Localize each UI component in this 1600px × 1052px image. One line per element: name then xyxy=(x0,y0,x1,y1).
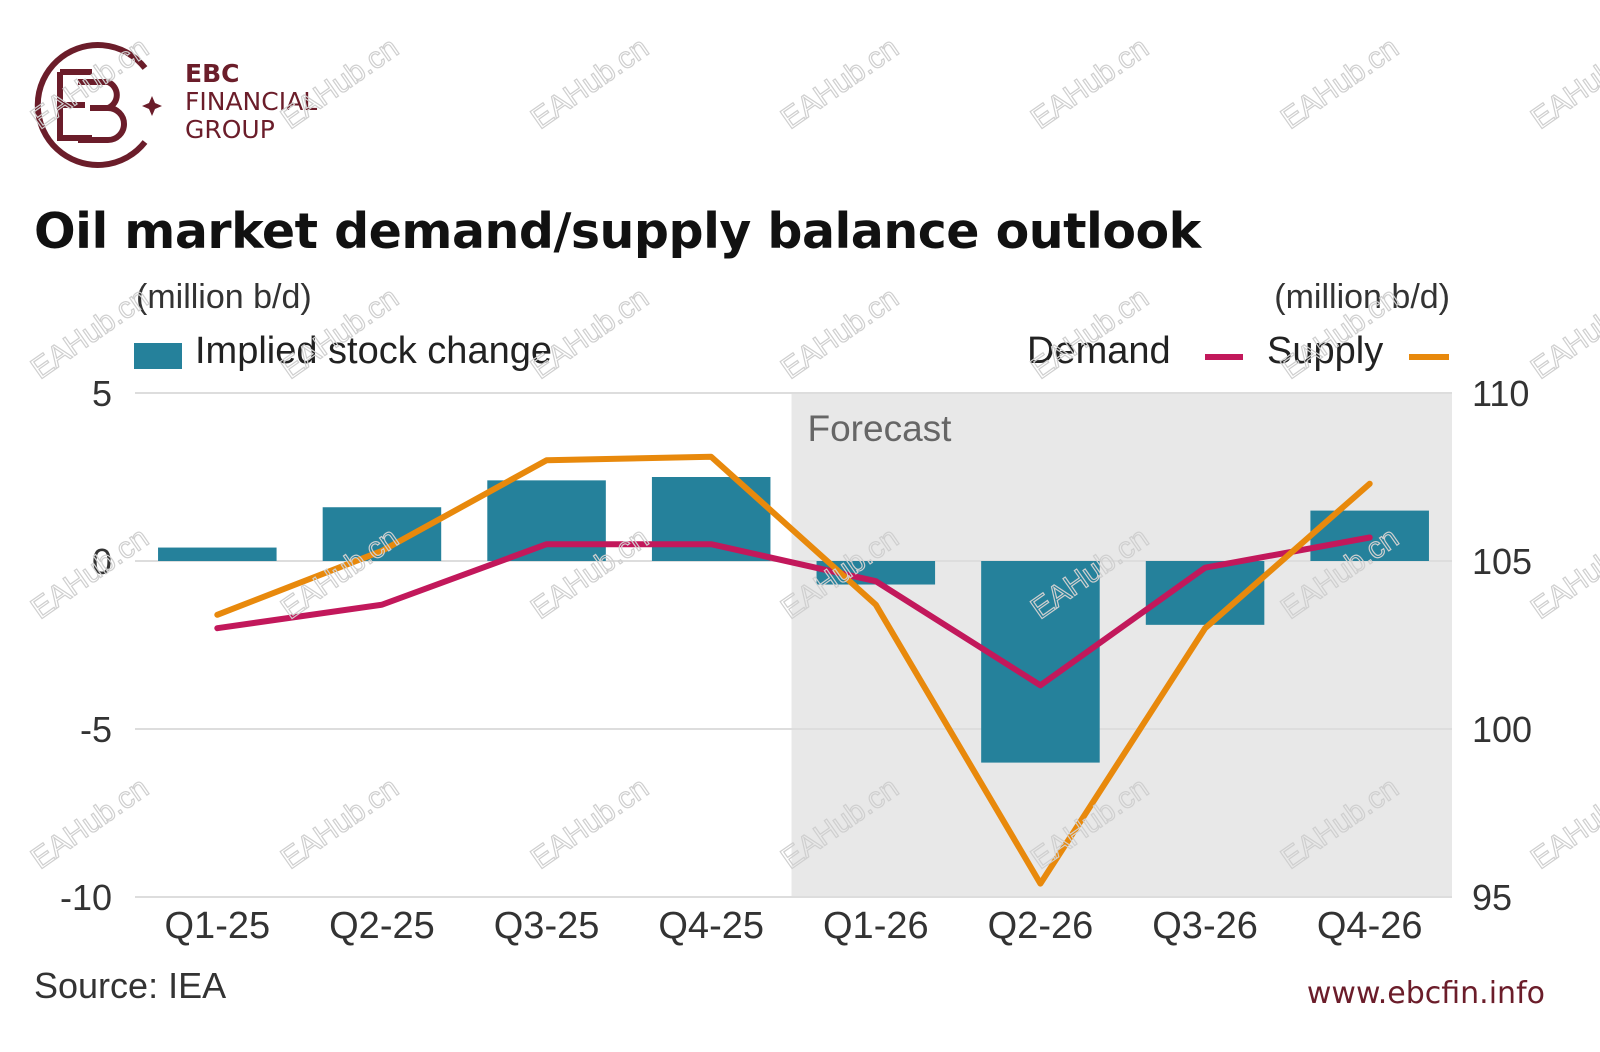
stock-change-bar xyxy=(651,477,771,561)
forecast-label: Forecast xyxy=(808,408,953,449)
brand-name-line1: EBC xyxy=(185,59,240,88)
right-axis-unit: (million b/d) xyxy=(1274,278,1450,316)
legend-supply-swatch xyxy=(1409,354,1449,360)
ebc-logo-icon xyxy=(34,42,162,168)
legend-bar-label: Implied stock change xyxy=(195,330,552,372)
right-axis-tick-label: 95 xyxy=(1472,877,1512,918)
stock-change-bar xyxy=(158,547,277,561)
right-axis-tick-label: 100 xyxy=(1472,709,1532,750)
left-axis-tick-label: 5 xyxy=(92,373,112,414)
demand-line xyxy=(214,534,1373,689)
right-axis-tick-label: 110 xyxy=(1472,373,1529,414)
x-axis-tick-label: Q3-25 xyxy=(494,905,600,947)
right-axis-tick-label: 105 xyxy=(1472,541,1532,582)
left-axis-unit: (million b/d) xyxy=(136,278,312,316)
legend-demand-swatch xyxy=(1205,354,1243,360)
x-axis-tick-label: Q4-25 xyxy=(658,905,764,947)
x-axis-tick-label: Q2-26 xyxy=(988,905,1094,947)
x-axis-tick-label: Q1-25 xyxy=(165,905,271,947)
left-axis-tick-label: -5 xyxy=(80,709,112,750)
supply-line xyxy=(214,453,1373,887)
x-axis-tick-label: Q1-26 xyxy=(823,905,929,947)
stock-change-bar xyxy=(487,480,606,561)
legend-supply-label: Supply xyxy=(1267,330,1384,372)
x-axis-tick-label: Q2-25 xyxy=(329,905,435,947)
x-axis-tick-label: Q4-26 xyxy=(1317,905,1423,947)
brand-name-line3: GROUP xyxy=(185,115,275,144)
chart-title: Oil market demand/supply balance outlook xyxy=(34,203,1201,260)
legend-bar-swatch xyxy=(134,343,182,369)
legend-demand-label: Demand xyxy=(1027,330,1171,372)
left-axis-tick-label: -10 xyxy=(60,877,112,918)
website-link[interactable]: www.ebcfin.info xyxy=(1306,976,1545,1011)
x-axis-tick-label: Q3-26 xyxy=(1152,905,1258,947)
forecast-shade xyxy=(791,393,1452,897)
left-axis-tick-label: 0 xyxy=(92,541,112,582)
brand-name-line2: FINANCIAL xyxy=(185,87,318,116)
source-note: Source: IEA xyxy=(34,965,227,1006)
